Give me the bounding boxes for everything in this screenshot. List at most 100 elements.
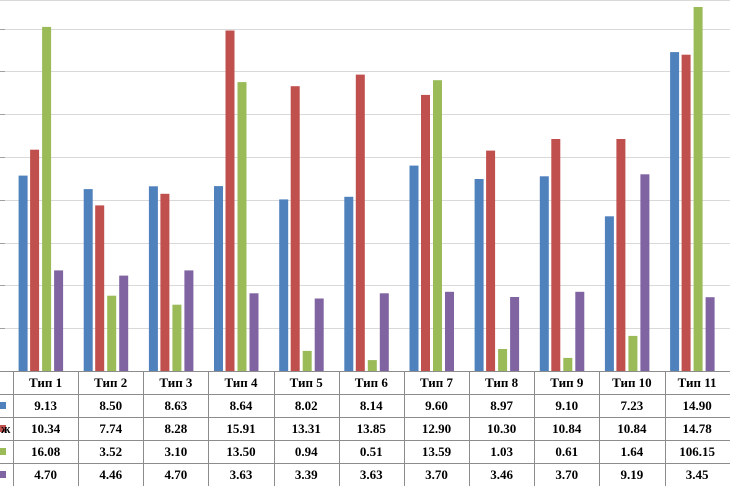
bar-series1-cat2 [83,189,93,371]
data-label: 13.50 [226,444,255,459]
category-label: Тип 11 [678,375,717,390]
bar-series3-cat3 [172,304,182,371]
bar-series3-cat5 [302,350,312,371]
data-label: 14.90 [682,398,711,413]
data-label: 3.70 [555,467,578,482]
data-label: 7.23 [621,398,644,413]
data-label: 8.63 [165,398,188,413]
data-label: 0.61 [555,444,578,459]
data-label: 8.64 [230,398,253,413]
bar-series3-cat11 [693,7,703,371]
bar-series4-cat6 [379,293,389,371]
bar-series4-cat9 [575,291,585,371]
category-label: Тип 2 [94,375,127,390]
data-label: 3.39 [295,467,318,482]
data-label: 10.34 [31,421,61,436]
bar-series1-cat5 [279,199,289,371]
data-label: 8.97 [490,398,513,413]
data-label: 3.63 [360,467,383,482]
bar-series1-cat3 [148,186,158,371]
bar-series3-cat1 [42,26,52,372]
bar-series2-cat1 [30,149,40,371]
bar-series4-cat1 [54,270,64,371]
data-label: 8.14 [360,398,383,413]
data-table: ж Тип 1 Тип 2 Тип 3 Тип 4 Тип 5 Тип 6 Тип 7 Тип … [0,371,730,486]
bar-series2-cat7 [421,94,430,372]
bar-series2-cat11 [681,54,691,371]
data-label: 3.52 [99,444,122,459]
data-label: 1.03 [490,444,513,459]
data-label: 10.84 [552,421,582,436]
category-label: Тип 7 [420,375,454,390]
bar-series2-cat5 [290,86,300,371]
data-label: 0.94 [295,444,318,459]
data-label: 10.30 [487,421,516,436]
bar-series4-cat8 [510,297,520,371]
bar-series2-cat3 [160,193,170,371]
data-label: 4.70 [34,467,57,482]
bar-series4-cat5 [314,298,324,371]
bar-series2-cat10 [616,139,626,371]
data-label: 9.60 [425,398,448,413]
data-label: 3.46 [490,467,513,482]
data-label: 13.85 [357,421,387,436]
data-label: 1.64 [621,444,644,459]
bar-series4-cat2 [119,275,129,371]
data-label: 0.51 [360,444,383,459]
bar-series3-cat7 [433,80,442,371]
data-label: 3.10 [165,444,188,459]
bar-series1-cat8 [474,179,484,371]
category-label: Тип 6 [355,375,389,390]
bar-series2-cat2 [95,205,105,371]
bar-series1-cat11 [670,52,680,371]
data-label: 3.70 [425,467,448,482]
data-label: 9.13 [34,398,57,413]
data-label: 8.28 [165,421,188,436]
bar-series1-cat6 [344,196,354,371]
legend-key [0,425,6,432]
data-label: 12.90 [422,421,451,436]
category-label: Тип 1 [29,375,62,390]
bar-series4-cat7 [445,291,454,371]
legend-key [0,402,6,409]
category-label: Тип 10 [612,375,652,390]
data-label: 7.74 [99,421,122,436]
data-label: 4.70 [165,467,188,482]
row-label: ж [1,421,11,436]
data-label: 13.31 [292,421,321,436]
bar-series3-cat8 [498,349,508,371]
category-label: Тип 9 [550,375,584,390]
bar-series4-cat10 [640,174,650,371]
legend-key [0,448,6,455]
bar-series3-cat9 [563,357,573,371]
data-label: 14.78 [682,421,712,436]
data-label: 13.59 [422,444,452,459]
bar-series2-cat9 [551,139,561,371]
bar-series3-cat6 [367,360,377,371]
bar-series4-cat4 [249,293,259,371]
bar-series4-cat11 [705,297,715,371]
category-label: Тип 8 [485,375,519,390]
data-label: 4.46 [99,467,122,482]
data-label: 106.15 [679,444,715,459]
data-label: 16.08 [31,444,61,459]
bar-series1-cat10 [604,216,614,371]
category-label: Тип 5 [290,375,324,390]
bar-series1-cat9 [539,176,549,371]
data-label: 8.50 [99,398,122,413]
bars [18,7,715,372]
data-label: 9.19 [621,467,644,482]
bar-series1-cat7 [409,165,419,371]
bar-series2-cat8 [486,150,496,371]
data-label: 3.45 [686,467,709,482]
bar-series3-cat4 [237,82,247,371]
data-label: 8.02 [295,398,318,413]
legend-key [0,471,6,478]
category-label: Тип 4 [224,375,258,390]
data-label: 15.91 [226,421,255,436]
bar-series3-cat10 [628,335,638,371]
bar-series4-cat3 [184,270,194,371]
data-label: 3.63 [230,467,253,482]
bar-series3-cat2 [107,295,117,371]
